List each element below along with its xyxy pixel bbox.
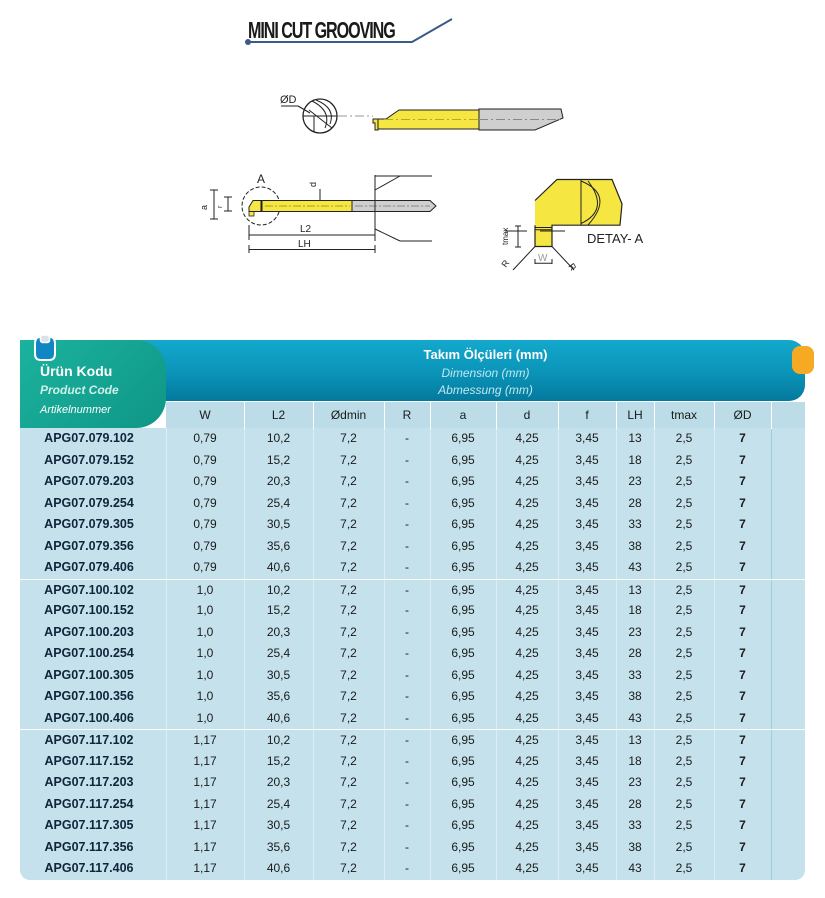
svg-text:DETAY- A: DETAY- A (587, 231, 643, 246)
svg-text:tmax: tmax (501, 228, 510, 245)
svg-text:W: W (538, 253, 548, 264)
svg-text:R: R (499, 258, 511, 269)
